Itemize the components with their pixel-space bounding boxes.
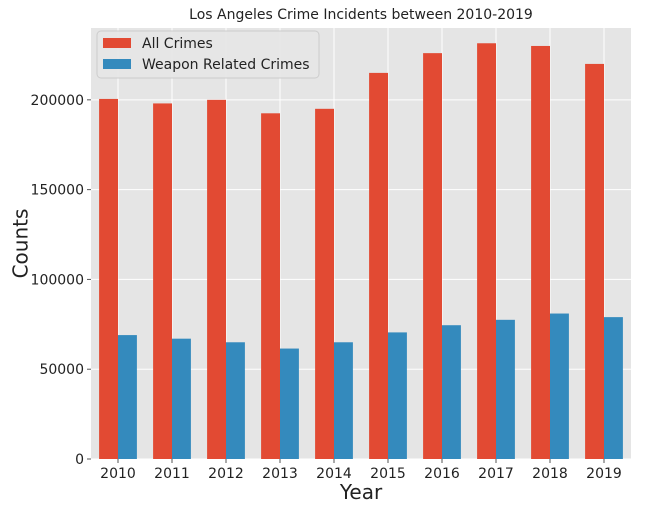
- y-tick-label: 50000: [39, 362, 84, 378]
- bar-all-crimes: [153, 103, 172, 460]
- x-tick-label: 2016: [424, 466, 460, 482]
- x-tick-label: 2011: [154, 466, 190, 482]
- legend-label: All Crimes: [142, 36, 213, 52]
- bar-weapon-related-crimes: [280, 348, 299, 459]
- legend-box: [96, 30, 320, 79]
- bar-weapon-related-crimes: [604, 317, 623, 459]
- bar-all-crimes: [531, 45, 550, 459]
- y-axis-label: Counts: [9, 209, 33, 279]
- y-tick-label: 100000: [31, 272, 84, 288]
- bar-all-crimes: [99, 98, 118, 459]
- bar-weapon-related-crimes: [442, 325, 461, 459]
- legend-label: Weapon Related Crimes: [142, 57, 310, 73]
- x-tick-label: 2014: [316, 466, 352, 482]
- bar-weapon-related-crimes: [226, 342, 245, 459]
- x-axis-label: Year: [339, 480, 383, 504]
- y-axis-ticks: 0 50000 100000 150000 200000: [31, 93, 91, 468]
- legend-swatch: [103, 59, 131, 69]
- y-tick-label: 200000: [31, 93, 84, 109]
- bar-all-crimes: [207, 99, 226, 459]
- x-tick-label: 2017: [478, 466, 514, 482]
- x-tick-label: 2015: [370, 466, 406, 482]
- bar-all-crimes: [585, 63, 604, 460]
- bar-all-crimes: [315, 108, 334, 459]
- bar-weapon-related-crimes: [550, 313, 569, 459]
- bar-all-crimes: [477, 43, 496, 459]
- legend: All Crimes Weapon Related Crimes: [96, 30, 320, 79]
- bar-weapon-related-crimes: [172, 338, 191, 459]
- bar-all-crimes: [369, 72, 388, 459]
- bar-weapon-related-crimes: [118, 335, 137, 459]
- bar-weapon-related-crimes: [334, 342, 353, 459]
- y-tick-label: 0: [75, 452, 84, 468]
- x-tick-label: 2019: [586, 466, 622, 482]
- legend-swatch: [103, 38, 131, 48]
- bars: [99, 43, 623, 460]
- x-tick-label: 2013: [262, 466, 298, 482]
- chart-title: Los Angeles Crime Incidents between 2010…: [189, 7, 533, 23]
- x-tick-label: 2018: [532, 466, 568, 482]
- x-tick-label: 2012: [208, 466, 244, 482]
- bar-all-crimes: [423, 53, 442, 460]
- x-axis-ticks: 2010 2011 2012 2013 2014 2015 2016 2017 2018 2019: [100, 459, 622, 482]
- y-tick-label: 150000: [31, 183, 84, 199]
- bar-all-crimes: [261, 113, 280, 459]
- bar-weapon-related-crimes: [496, 319, 515, 459]
- x-tick-label: 2010: [100, 466, 136, 482]
- bar-weapon-related-crimes: [388, 332, 407, 459]
